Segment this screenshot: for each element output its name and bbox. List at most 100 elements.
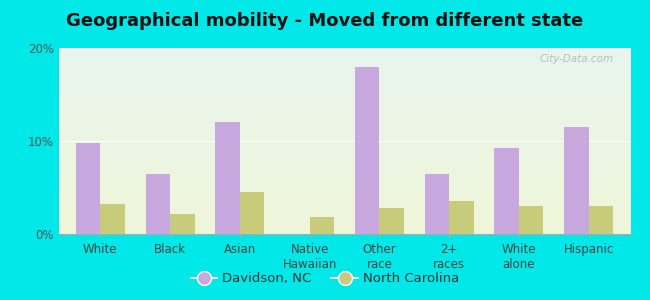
Bar (58, 137, 630, 139)
Bar (58, 65, 630, 67)
Bar (58, 100, 630, 102)
Bar (589, 206, 613, 234)
Bar (58, 82, 630, 83)
Bar (58, 134, 630, 135)
Bar (58, 204, 630, 206)
Bar (58, 226, 630, 228)
Bar (58, 145, 630, 147)
Bar (58, 223, 630, 225)
Bar (495, 148, 519, 234)
Bar (58, 76, 630, 78)
Bar (58, 212, 630, 214)
Bar (58, 87, 630, 89)
Bar (58, 200, 630, 202)
Bar (58, 225, 630, 226)
Bar (58, 188, 630, 189)
Bar (58, 89, 630, 91)
Bar (58, 152, 630, 154)
Bar (58, 197, 630, 199)
Bar (58, 68, 630, 70)
Bar (58, 48, 630, 50)
Bar (58, 176, 630, 178)
Bar (58, 80, 630, 82)
Bar (58, 221, 630, 223)
Bar (58, 206, 630, 208)
Bar (58, 214, 630, 215)
Bar (58, 130, 630, 132)
Bar (58, 169, 630, 171)
Bar (58, 217, 630, 219)
Bar (58, 202, 630, 204)
Bar (58, 63, 630, 65)
Bar (58, 96, 630, 98)
Bar (58, 167, 630, 169)
Bar (58, 135, 630, 137)
Bar (58, 121, 630, 122)
Bar (58, 104, 630, 106)
Bar (58, 107, 630, 110)
Bar (58, 156, 630, 158)
Bar (58, 182, 630, 184)
Bar (58, 67, 630, 68)
Bar (58, 208, 630, 210)
Bar (58, 178, 630, 180)
Bar (519, 206, 543, 234)
Bar (58, 165, 630, 167)
Bar (58, 72, 630, 74)
Bar (100, 204, 125, 234)
Bar (58, 210, 630, 212)
Bar (58, 228, 630, 230)
Bar (58, 91, 630, 93)
Bar (58, 171, 630, 172)
Bar (58, 232, 630, 234)
Text: City-Data.com: City-Data.com (540, 54, 614, 64)
Legend: Davidson, NC, North Carolina: Davidson, NC, North Carolina (185, 267, 465, 290)
Bar (58, 143, 630, 145)
Bar (58, 50, 630, 52)
Bar (58, 56, 630, 57)
Bar (449, 202, 474, 234)
Bar (58, 160, 630, 161)
Bar (58, 74, 630, 76)
Bar (58, 113, 630, 115)
Bar (58, 161, 630, 163)
Bar (380, 208, 404, 234)
Bar (58, 215, 630, 217)
Bar (58, 83, 630, 85)
Bar (309, 217, 334, 234)
Bar (58, 52, 630, 54)
Text: Geographical mobility - Moved from different state: Geographical mobility - Moved from diffe… (66, 12, 584, 30)
Bar (58, 199, 630, 200)
Bar (58, 139, 630, 141)
Bar (58, 70, 630, 72)
Bar (146, 173, 170, 234)
Bar (58, 128, 630, 130)
Bar (355, 67, 380, 234)
Bar (58, 230, 630, 232)
Bar (58, 117, 630, 119)
Bar (58, 115, 630, 117)
Bar (240, 192, 265, 234)
Bar (58, 124, 630, 126)
Bar (58, 191, 630, 193)
Bar (58, 184, 630, 186)
Bar (58, 119, 630, 121)
Bar (170, 214, 194, 234)
Bar (58, 189, 630, 191)
Bar (424, 173, 449, 234)
Bar (58, 111, 630, 113)
Bar (58, 150, 630, 152)
Bar (58, 219, 630, 221)
Bar (58, 106, 630, 107)
Bar (58, 94, 630, 96)
Bar (58, 158, 630, 160)
Bar (58, 175, 630, 176)
Bar (215, 122, 240, 234)
Bar (58, 186, 630, 188)
Bar (58, 78, 630, 80)
Bar (58, 147, 630, 148)
Bar (58, 102, 630, 104)
Bar (58, 122, 630, 124)
Bar (58, 57, 630, 59)
Bar (58, 98, 630, 100)
